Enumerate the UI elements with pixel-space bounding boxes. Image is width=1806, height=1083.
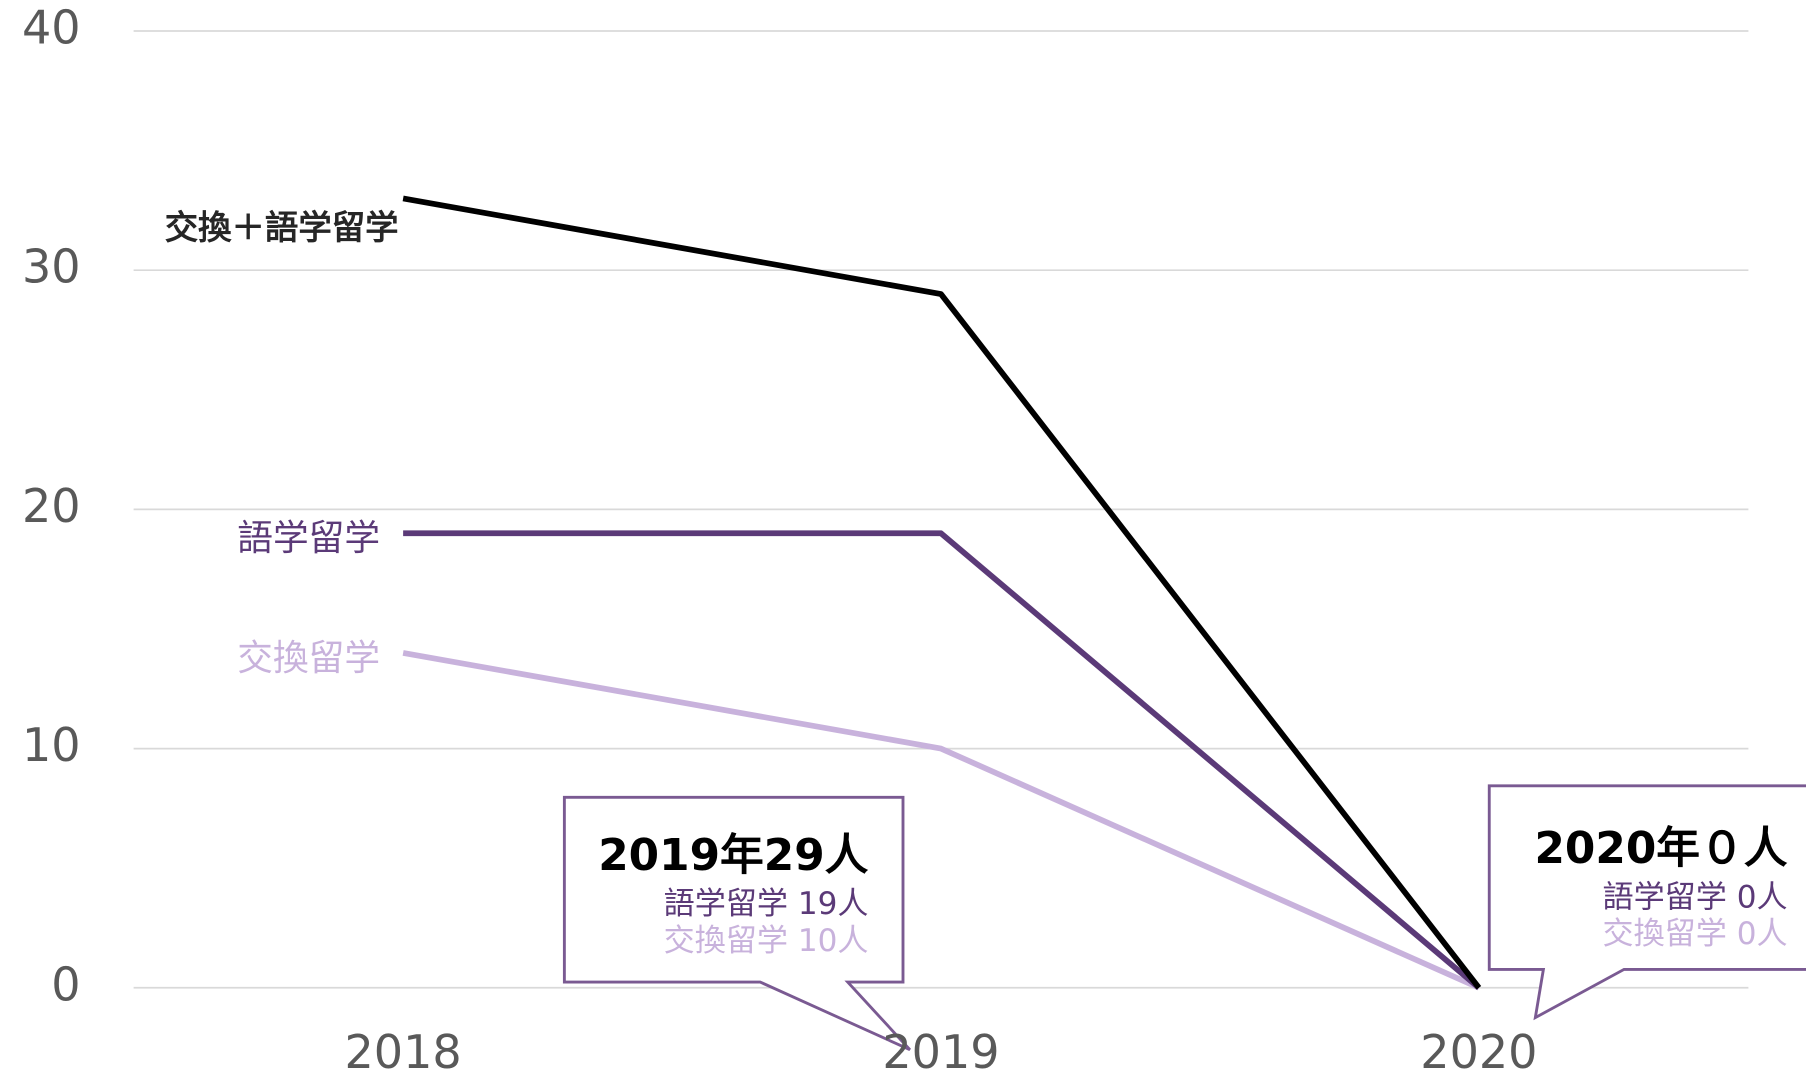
y-tick-label: 0 bbox=[51, 957, 80, 1011]
y-tick-label: 30 bbox=[22, 240, 81, 294]
series-line bbox=[402, 195, 1482, 990]
callout-box bbox=[1487, 784, 1806, 1021]
annotation-line: 交換留学 10人 bbox=[664, 923, 869, 959]
series-label: 語学留学 bbox=[237, 518, 380, 559]
x-tick-label: 2019 bbox=[882, 1025, 999, 1079]
x-tick-label: 2020 bbox=[1420, 1025, 1537, 1079]
annotation-line: 語学留学 0人 bbox=[1603, 879, 1788, 915]
y-tick-label: 10 bbox=[22, 718, 81, 772]
annotation-line: 語学留学 19人 bbox=[664, 886, 869, 922]
annotation-title: 2020年０人 bbox=[1534, 823, 1787, 874]
x-tick-label: 2018 bbox=[345, 1025, 462, 1079]
series-line bbox=[402, 650, 1481, 991]
annotation-title: 2019年29人 bbox=[598, 830, 869, 881]
annotation-line: 交換留学 0人 bbox=[1603, 916, 1788, 952]
callout-box bbox=[562, 795, 911, 1052]
series-label: 交換＋語学留学 bbox=[165, 208, 399, 247]
y-tick-label: 40 bbox=[22, 1, 81, 55]
series-label: 交換留学 bbox=[237, 638, 380, 679]
y-tick-label: 20 bbox=[22, 479, 81, 533]
series-line bbox=[403, 530, 1481, 990]
